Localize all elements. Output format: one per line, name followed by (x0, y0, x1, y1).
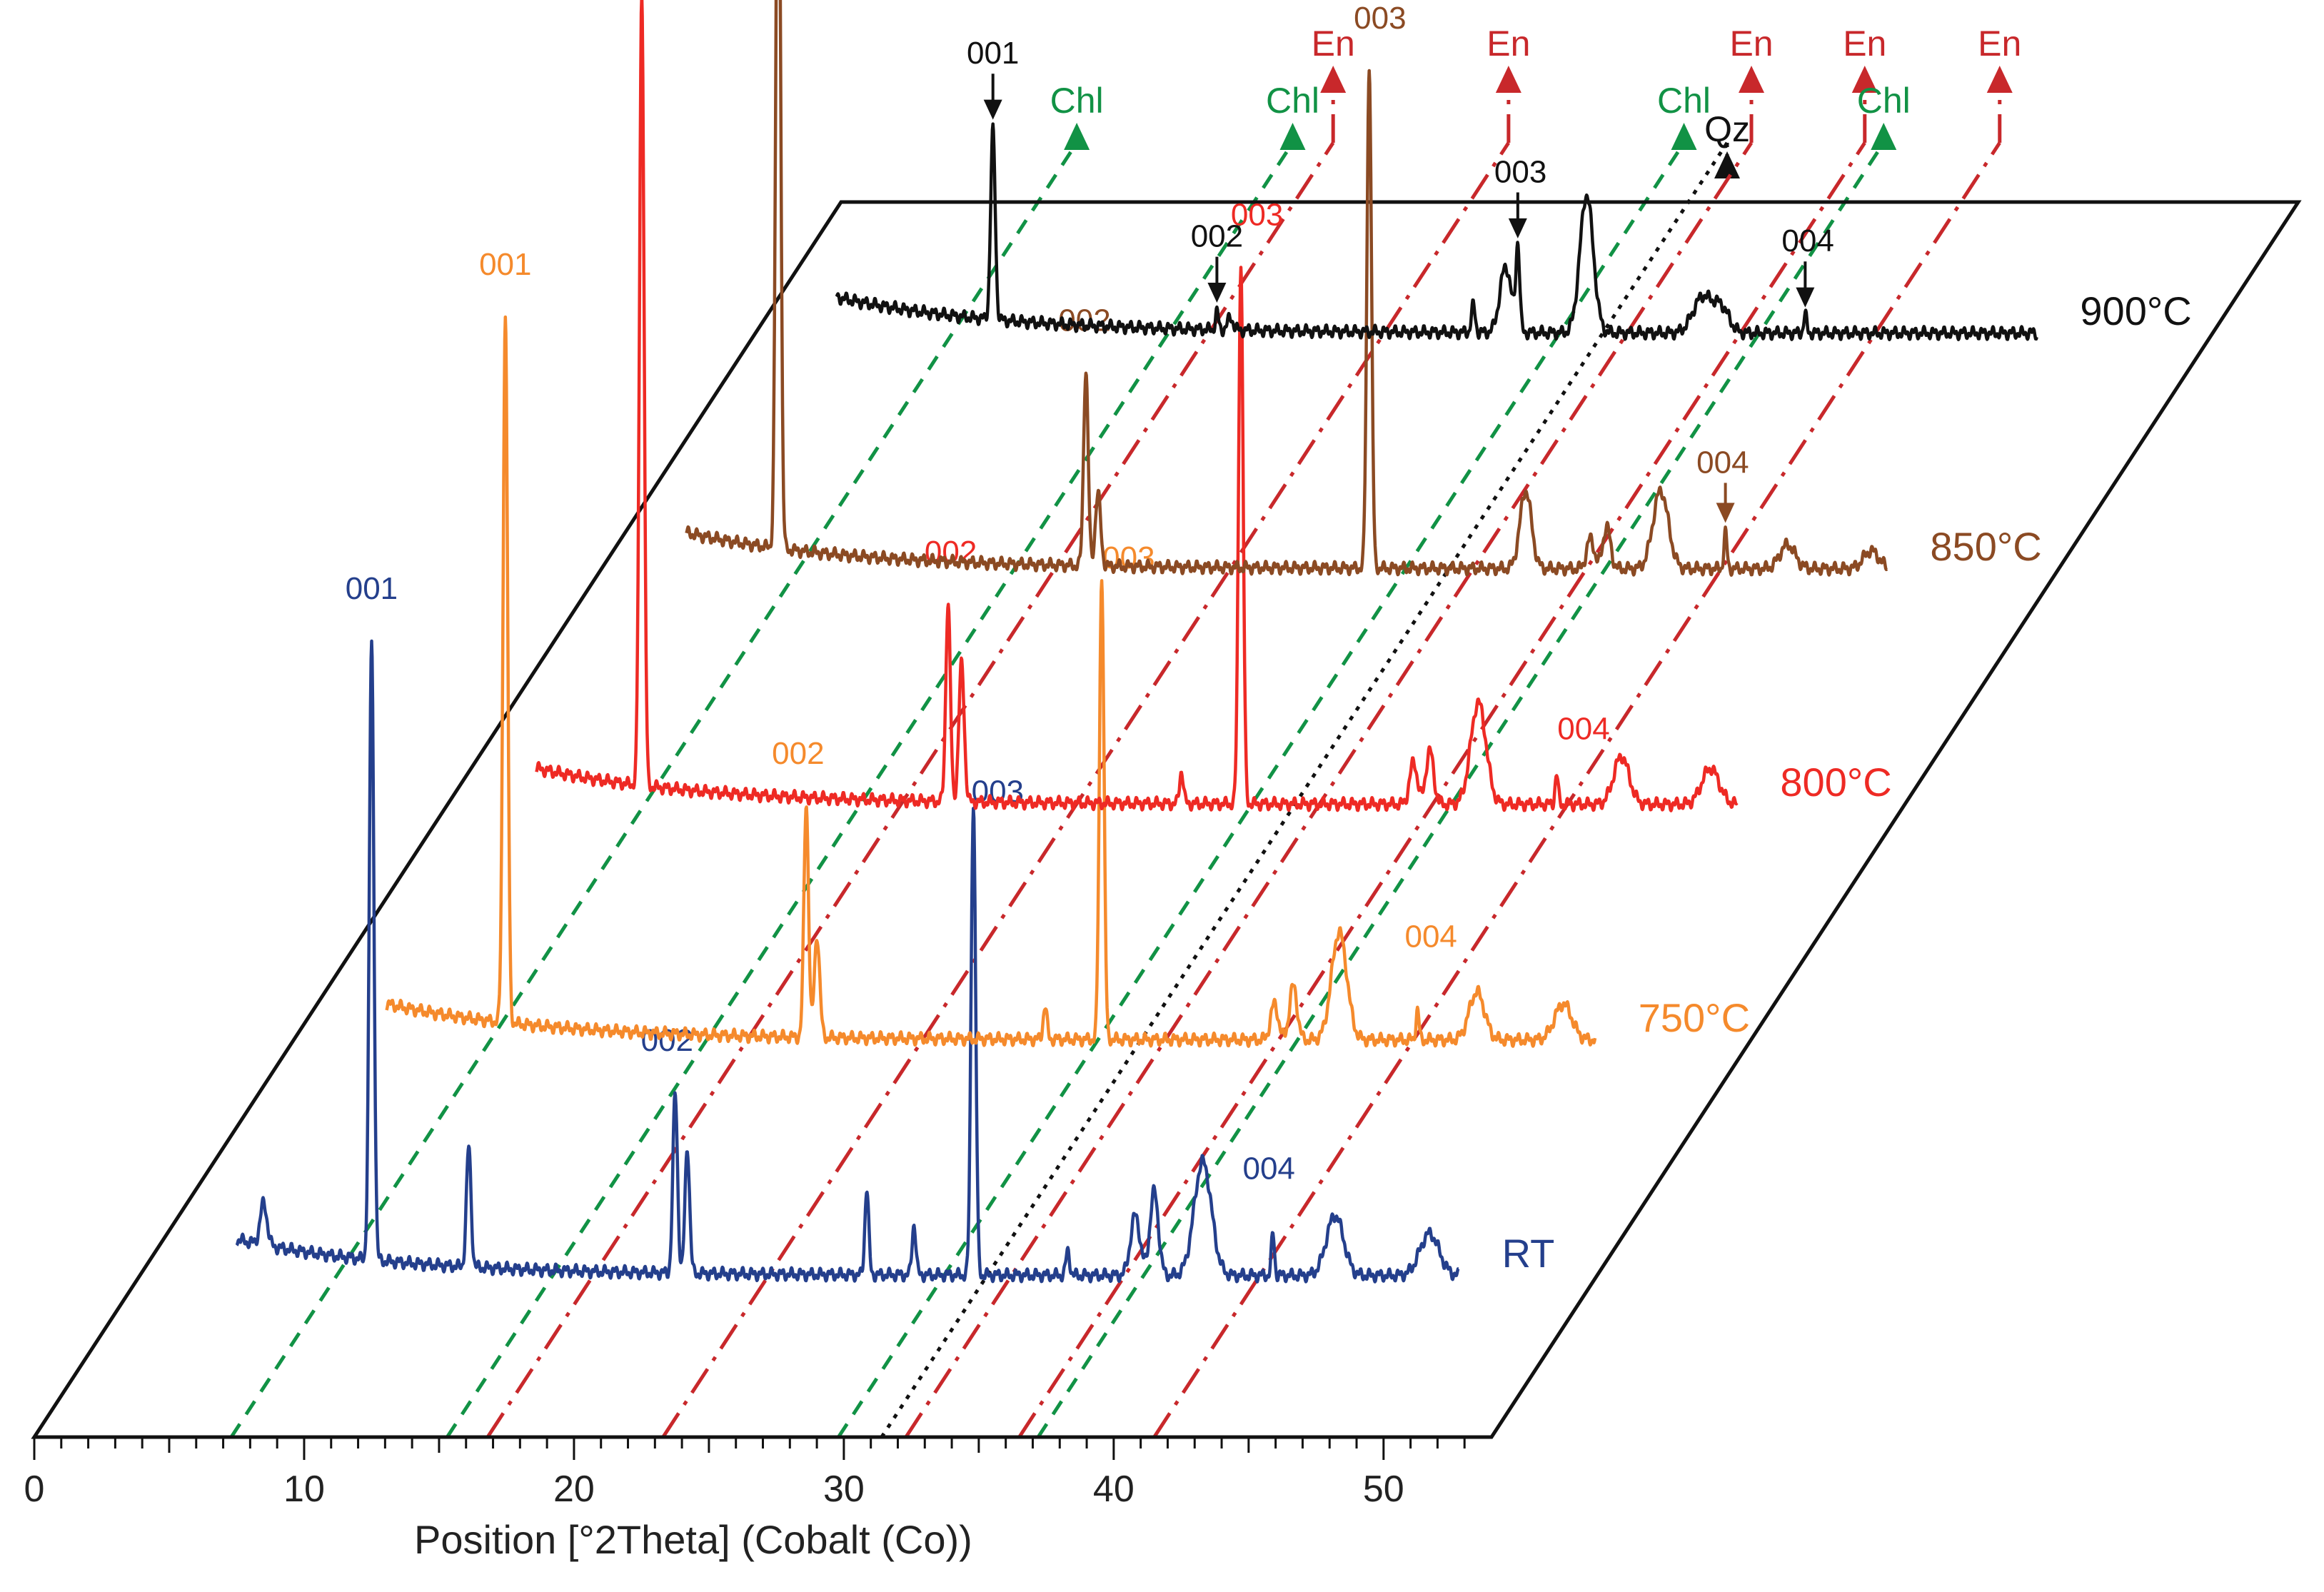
reference-label-en: En (1729, 24, 1773, 64)
peak-label-001: 001 (346, 571, 398, 606)
reference-line-chl (446, 141, 1294, 1439)
reference-arrowhead (1986, 66, 2013, 93)
reference-arrowhead (1320, 66, 1347, 93)
peak-label-003: 003 (1494, 154, 1546, 189)
series-label: 750°C (1639, 995, 1750, 1040)
reference-line-en (1152, 141, 2001, 1439)
reference-label-en: En (1312, 24, 1355, 64)
peak-label-004: 004 (1404, 919, 1457, 954)
series-line (385, 315, 1597, 1048)
peak-label-004: 004 (1242, 1151, 1294, 1186)
x-tick-label: 40 (1093, 1468, 1135, 1510)
peak-label-001: 001 (479, 247, 531, 282)
series-label: 800°C (1780, 760, 1891, 805)
peak-label-004: 004 (1557, 712, 1609, 747)
series-layer: 001002003004RT001002003004750°C001002003… (235, 0, 2192, 1284)
x-axis: 0 10 20 30 40 50 (24, 1435, 1492, 1510)
reference-line-en (904, 141, 1754, 1439)
reference-label-qz: Qz (1704, 109, 1750, 149)
series-line (535, 0, 1739, 812)
reference-label-chl: Chl (1657, 81, 1711, 121)
x-tick-label: 20 (553, 1468, 595, 1510)
peak-label-001: 001 (967, 36, 1019, 71)
peak-arrowhead (1508, 218, 1527, 238)
reference-arrowhead (1739, 66, 1765, 93)
x-tick-label: 50 (1363, 1468, 1404, 1510)
reference-label-chl: Chl (1050, 81, 1104, 121)
reference-arrowhead (1064, 123, 1090, 150)
peak-label-004: 004 (1696, 445, 1749, 480)
series-850c: 001002003004850°C (685, 0, 2042, 577)
reference-label-en: En (1978, 24, 2021, 64)
peak-arrowhead (1716, 503, 1735, 523)
reference-label-chl: Chl (1857, 81, 1911, 121)
peak-label-002: 002 (1191, 219, 1243, 254)
peak-label-002: 002 (772, 736, 824, 771)
reference-arrowhead (1279, 123, 1306, 150)
reference-arrowhead (1871, 123, 1897, 150)
series-line (235, 639, 1460, 1284)
series-line (685, 0, 1888, 577)
reference-arrowhead (1671, 123, 1697, 150)
series-label: 900°C (2080, 288, 2191, 333)
peak-arrowhead (983, 99, 1002, 120)
reference-arrowhead (1851, 66, 1878, 93)
reference-arrowhead (1495, 66, 1521, 93)
series-800c: 001002003004800°C (535, 0, 1892, 812)
series-label: RT (1502, 1231, 1555, 1276)
peak-label-003: 003 (1231, 197, 1283, 232)
x-axis-label: Position [°2Theta] (Cobalt (Co)) (414, 1517, 972, 1562)
peak-label-003: 003 (1354, 1, 1406, 36)
x-tick-label: 10 (283, 1468, 325, 1510)
reference-label-en: En (1843, 24, 1886, 64)
series-line (835, 122, 2038, 341)
reference-line-en (486, 141, 1335, 1439)
reference-arrowhead (1714, 151, 1741, 178)
peak-arrowhead (1796, 287, 1815, 308)
x-tick-label: 0 (24, 1468, 45, 1510)
series-label: 850°C (1930, 524, 2041, 569)
peak-label-004: 004 (1781, 223, 1833, 258)
reference-line-en (1017, 141, 1866, 1439)
reference-label-en: En (1487, 24, 1530, 64)
reference-label-chl: Chl (1266, 81, 1319, 121)
x-tick-label: 30 (823, 1468, 865, 1510)
peak-arrowhead (1207, 283, 1227, 303)
